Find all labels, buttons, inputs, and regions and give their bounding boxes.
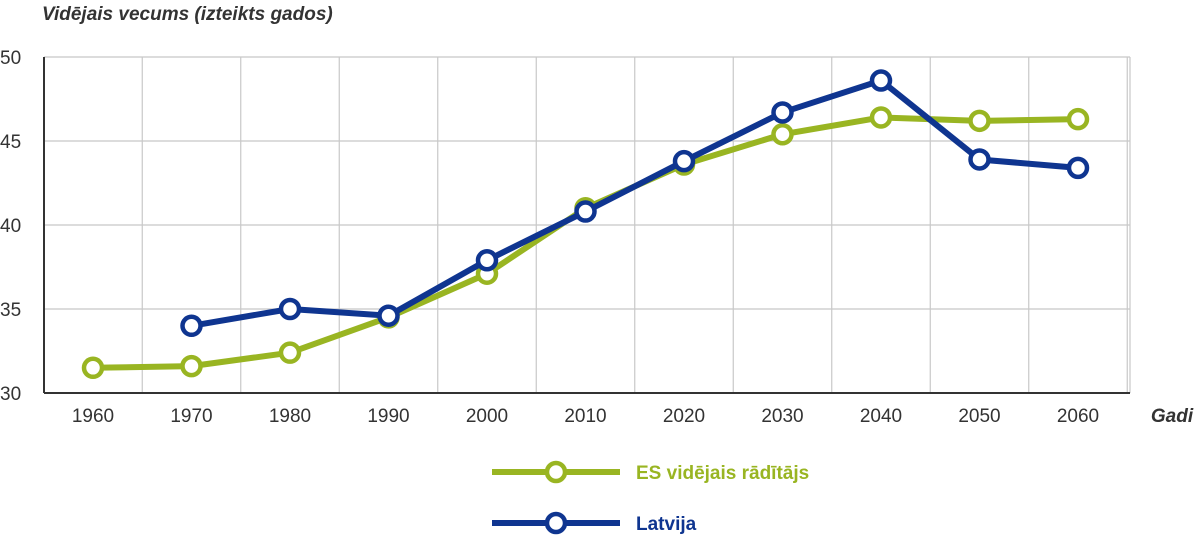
- legend-label: ES vidējais rādītājs: [636, 463, 809, 484]
- legend-item: ES vidējais rādītājs: [492, 460, 809, 484]
- x-tick-label: 1960: [72, 406, 114, 427]
- series-1: [81, 106, 1090, 380]
- x-tick-label: 2000: [466, 406, 508, 427]
- grid: [43, 56, 1131, 394]
- x-tick-label: 2030: [761, 406, 803, 427]
- x-tick-label: 1990: [367, 406, 409, 427]
- series-2: [180, 69, 1090, 338]
- y-tick-label: 40: [0, 216, 21, 237]
- data-point: [278, 341, 302, 364]
- x-tick-label: 1970: [170, 406, 212, 427]
- x-tick-label: 2010: [564, 406, 606, 427]
- legend-marker: [544, 511, 568, 535]
- x-axis-ticks: 1960 1970 1980 1990 2000 2010 2020 2030 2040 2050…: [72, 406, 1099, 427]
- data-point: [574, 200, 597, 223]
- y-tick-label: 45: [0, 132, 21, 153]
- x-tick-label: 2040: [860, 406, 902, 427]
- data-point: [180, 314, 203, 338]
- data-point: [672, 149, 696, 173]
- y-tick-label: 35: [0, 300, 21, 321]
- y-axis-ticks: 30 35 40 45 50: [0, 48, 21, 405]
- data-point: [1066, 156, 1090, 180]
- legend: ES vidējais rādītājs Latvija: [492, 460, 809, 535]
- series-line: [188, 77, 1081, 329]
- data-point: [869, 106, 893, 129]
- data-point: [180, 354, 203, 378]
- y-tick-label: 50: [0, 48, 21, 69]
- legend-label: Latvija: [636, 514, 697, 535]
- data-point: [771, 101, 794, 124]
- y-tick-label: 30: [0, 384, 21, 405]
- data-point: [968, 148, 991, 171]
- x-tick-label: 2060: [1057, 406, 1099, 427]
- data-point: [869, 69, 893, 92]
- x-axis-title: Gadi: [1151, 406, 1194, 427]
- data-point: [771, 123, 794, 146]
- data-point: [1066, 107, 1090, 131]
- legend-item: Latvija: [492, 511, 697, 535]
- x-tick-label: 2020: [663, 406, 705, 427]
- data-point: [377, 304, 400, 327]
- data-point: [278, 297, 302, 321]
- data-point: [475, 249, 499, 272]
- series-layer: [81, 69, 1090, 380]
- x-tick-label: 2050: [958, 406, 1000, 427]
- legend-marker: [544, 460, 568, 484]
- y-axis-title: Vidējais vecums (izteikts gados): [42, 4, 333, 25]
- data-point: [968, 109, 991, 133]
- x-tick-label: 1980: [269, 406, 311, 427]
- data-point: [81, 356, 105, 380]
